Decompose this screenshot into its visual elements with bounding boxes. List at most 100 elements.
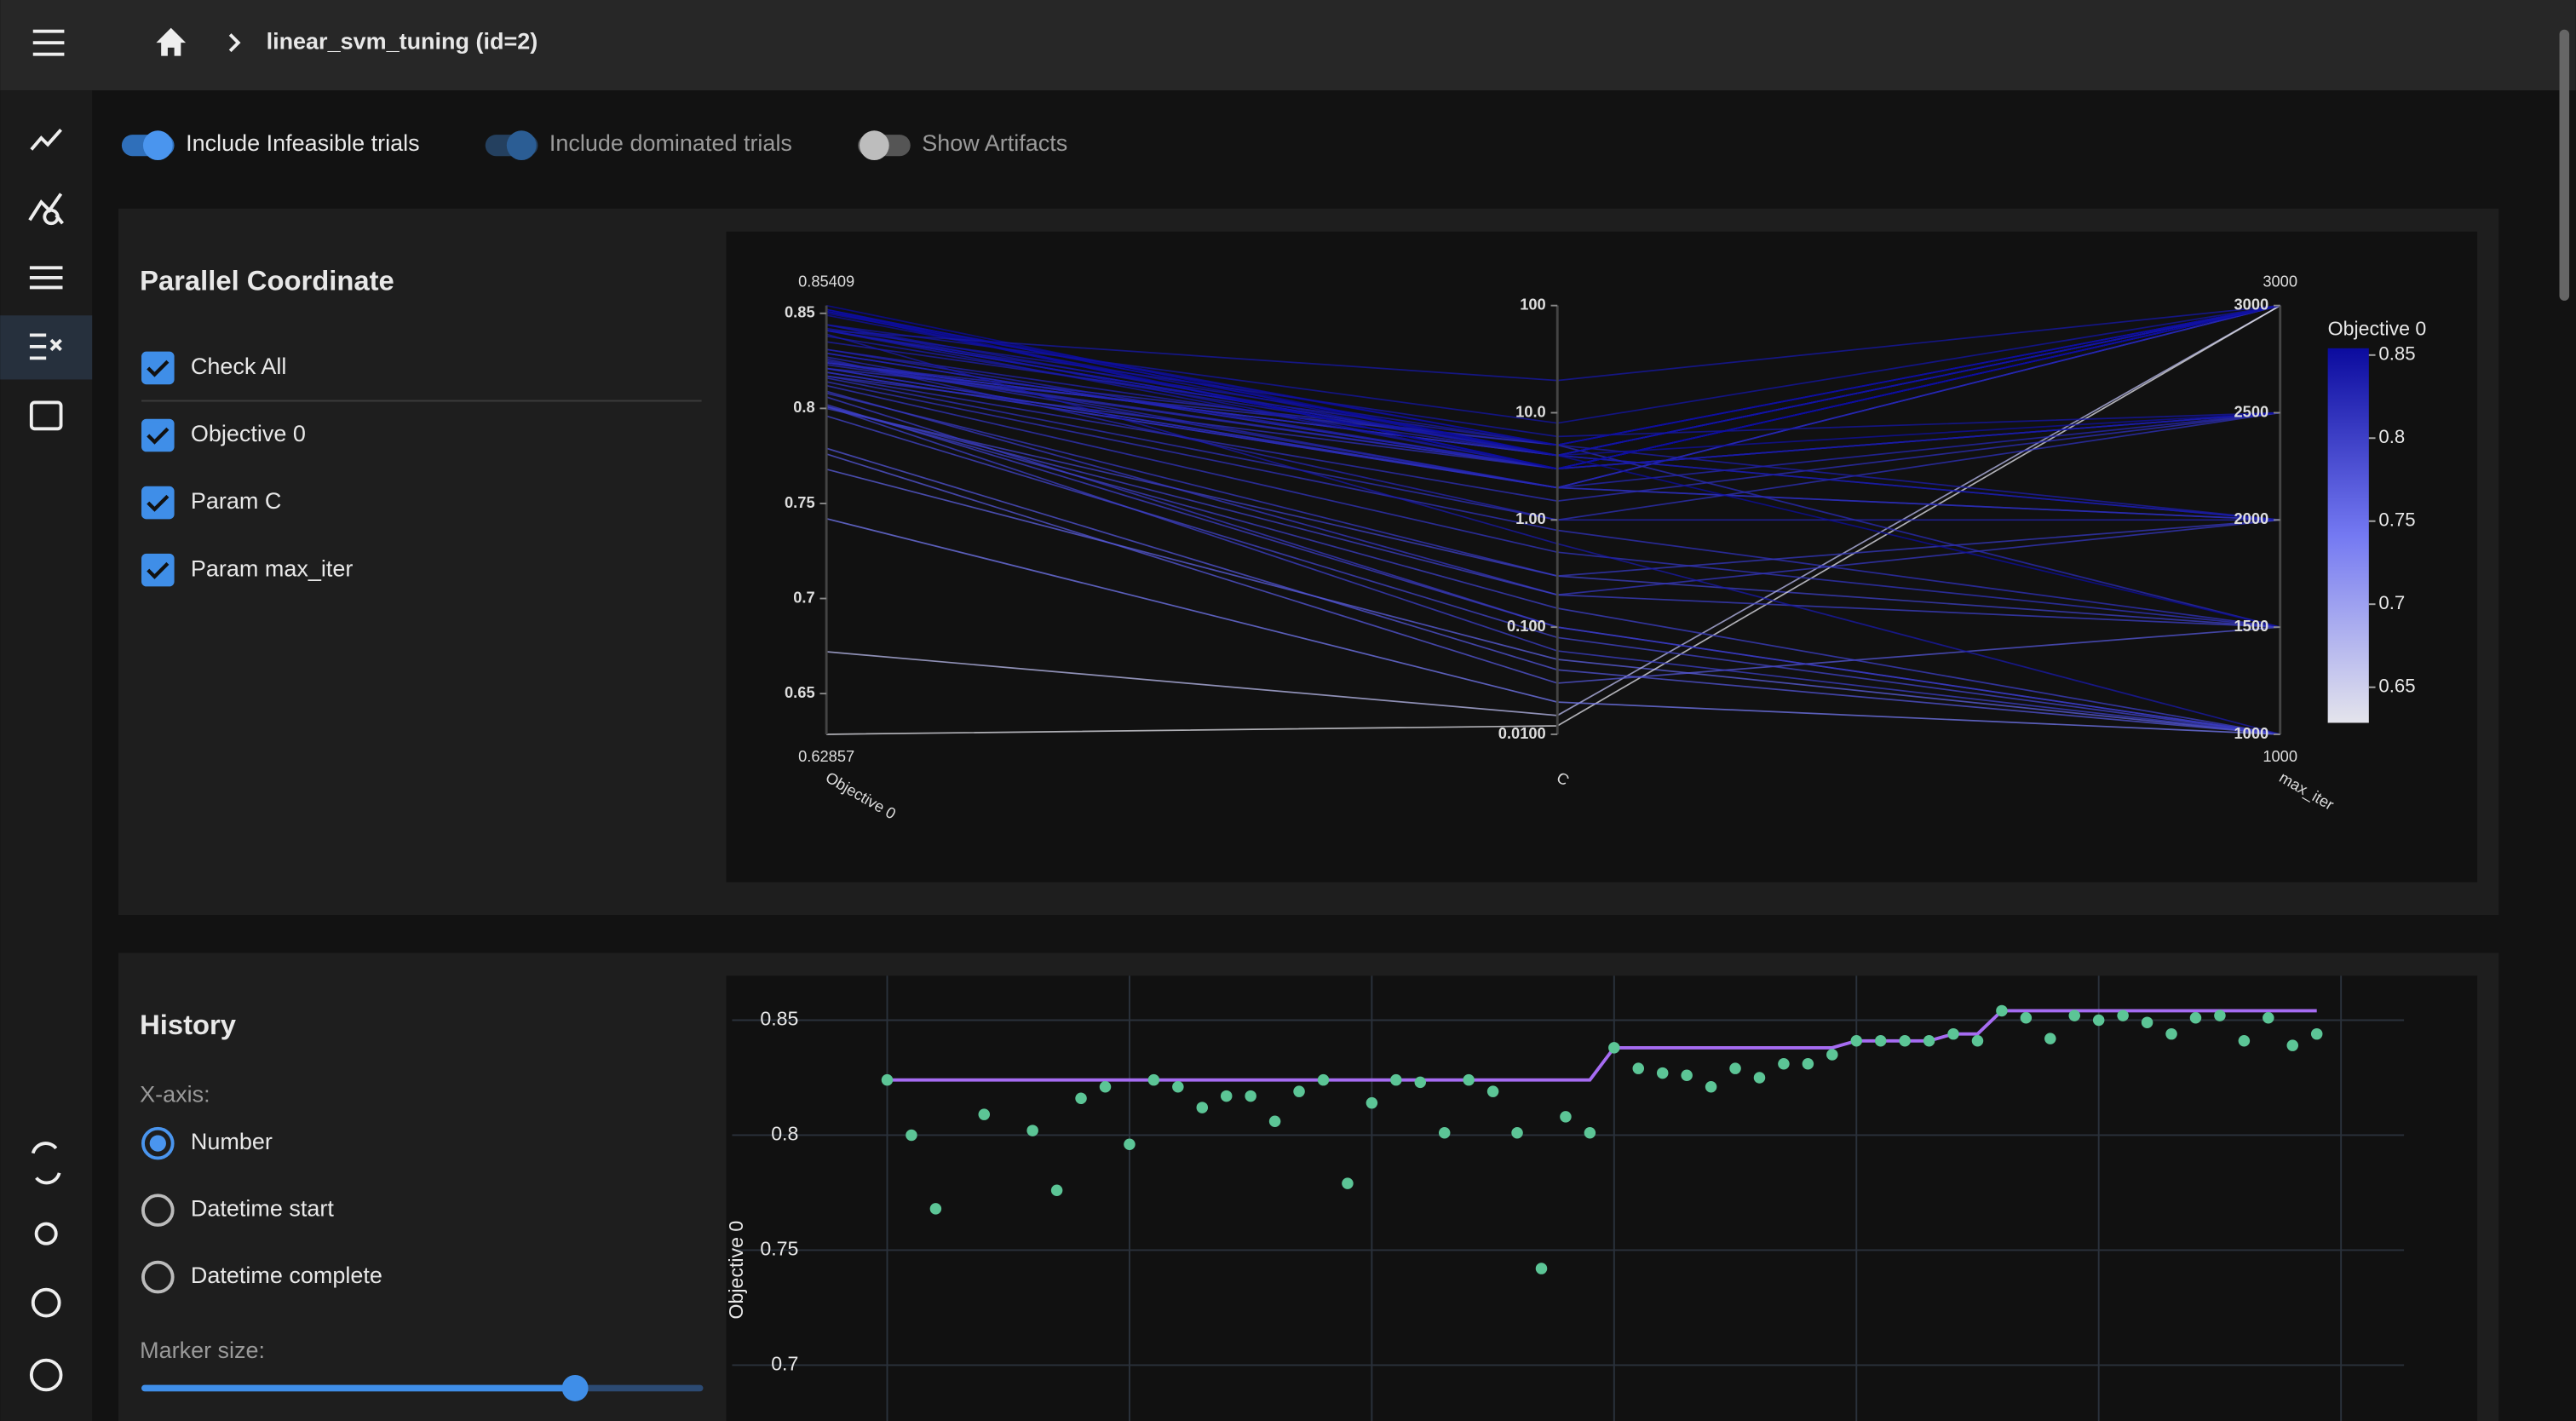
trial-point	[1026, 1125, 1038, 1136]
trial-point	[2310, 1027, 2323, 1040]
checkbox[interactable]	[141, 418, 175, 452]
trial-point	[1850, 1035, 1863, 1047]
trial-point	[1245, 1090, 1256, 1102]
theme-button[interactable]	[31, 1287, 61, 1318]
trial-point	[2092, 1014, 2105, 1027]
trial-point	[1608, 1042, 1620, 1054]
check-mark	[147, 494, 170, 512]
menu-button[interactable]	[32, 29, 65, 56]
axis-tick-label: 2000	[2234, 509, 2268, 527]
nav-note[interactable]	[29, 400, 63, 431]
trial-point	[1584, 1127, 1596, 1139]
range-label: 0.85409	[798, 273, 854, 291]
switch-knob[interactable]	[859, 130, 889, 161]
trial-point	[2189, 1012, 2202, 1024]
checkbox[interactable]	[141, 553, 175, 587]
axis-tick-label: 2500	[2234, 402, 2268, 420]
axis-tick-label: 0.0100	[1498, 724, 1546, 742]
marker-size-slider[interactable]	[141, 1375, 704, 1401]
radio-label: Datetime complete	[191, 1263, 382, 1288]
github-link[interactable]	[29, 1358, 63, 1392]
trial-point	[1996, 1004, 2008, 1017]
trial-point	[929, 1203, 942, 1215]
colorbar-tick-label: 0.65	[2378, 676, 2415, 697]
nav-table[interactable]	[29, 266, 63, 290]
axis-tick-label: 10.0	[1515, 402, 1546, 420]
trial-point	[1414, 1076, 1427, 1089]
y-tick-label: 0.8	[771, 1123, 798, 1145]
trial-point	[2214, 1010, 2226, 1021]
range-label: 1000	[2263, 747, 2297, 765]
radio-label: Datetime start	[191, 1196, 334, 1222]
checkbox[interactable]	[141, 486, 175, 520]
toggle-bar: Include Infeasible trials Include dominat…	[121, 130, 1067, 161]
study-title: linear_svm_tuning (id=2)	[267, 28, 538, 54]
trial-point	[2020, 1012, 2033, 1024]
trial-point	[1535, 1263, 1548, 1274]
trial-point	[1681, 1069, 1693, 1082]
trial-point	[1196, 1102, 1209, 1113]
trial-point	[906, 1129, 917, 1142]
radio[interactable]	[141, 1194, 175, 1227]
axis-tick-label: 0.65	[785, 683, 815, 701]
axis-tick-label: 3000	[2234, 296, 2268, 314]
trial-point	[2263, 1012, 2274, 1024]
chevron	[228, 33, 241, 53]
x-axis-label: X-axis:	[140, 1081, 210, 1107]
colorbar-tick-label: 0.85	[2378, 343, 2415, 365]
range-label: 0.62857	[798, 747, 854, 765]
nav-trials[interactable]	[29, 333, 62, 360]
parallel-coordinate-chart: 0.65 0.7 0.75 0.8 0.85 0.85409 0.62857 Objectiv…	[785, 273, 2426, 823]
axis-tick-label: 1000	[2234, 724, 2268, 742]
trial-point	[2286, 1039, 2299, 1051]
best-value-line	[887, 1009, 2317, 1082]
trial-point	[1463, 1073, 1475, 1086]
trial-point	[2068, 1010, 2081, 1021]
trial-point	[2044, 1033, 2056, 1044]
trial-point	[1560, 1111, 1572, 1123]
trial-point	[1050, 1184, 1063, 1197]
history-plot-area	[726, 975, 2478, 1421]
trial-point	[1656, 1067, 1669, 1079]
sidebar	[0, 90, 93, 1421]
range-label: 3000	[2263, 273, 2297, 291]
trial-point	[1317, 1073, 1330, 1086]
home-button[interactable]	[156, 27, 187, 56]
axis-tick-label: 0.85	[785, 303, 815, 321]
trial-point	[1778, 1058, 1790, 1070]
check-mark	[147, 360, 170, 377]
trial-point	[1923, 1035, 1935, 1047]
radio[interactable]	[141, 1260, 175, 1294]
axis-tick-label: 1500	[2234, 617, 2268, 635]
trial-point	[1220, 1090, 1233, 1102]
trial-point	[1947, 1027, 1959, 1040]
check-mark	[147, 427, 170, 445]
trial-point	[1268, 1115, 1281, 1128]
reload-button[interactable]	[31, 1142, 61, 1185]
trial-point	[1075, 1092, 1087, 1105]
checkbox-label: Param C	[191, 488, 281, 514]
axis-tick-label: 1.00	[1515, 509, 1546, 527]
axis-tick-label: 0.8	[793, 398, 814, 416]
radio[interactable]	[141, 1126, 175, 1160]
colorbar-title: Objective 0	[2328, 318, 2427, 340]
trial-point	[1147, 1073, 1160, 1086]
trial-point	[2141, 1016, 2153, 1028]
nav-history[interactable]	[30, 129, 62, 151]
checkbox[interactable]	[141, 351, 175, 385]
marker-size-label: Marker size:	[140, 1338, 265, 1363]
nav-analytics[interactable]	[28, 193, 64, 226]
scrollbar[interactable]	[2559, 29, 2570, 301]
switch-knob[interactable]	[142, 130, 173, 161]
trial-point	[1899, 1035, 1911, 1047]
y-axis-label: Objective 0	[725, 1221, 747, 1320]
switch-knob	[506, 130, 537, 161]
trial-point	[2117, 1010, 2129, 1021]
radio-label: Number	[191, 1129, 273, 1154]
radio-group: Number Datetime start Datetime complete	[141, 1126, 382, 1294]
settings-button[interactable]	[34, 1222, 58, 1246]
trial-point	[978, 1108, 991, 1120]
trial-point	[1486, 1085, 1499, 1097]
